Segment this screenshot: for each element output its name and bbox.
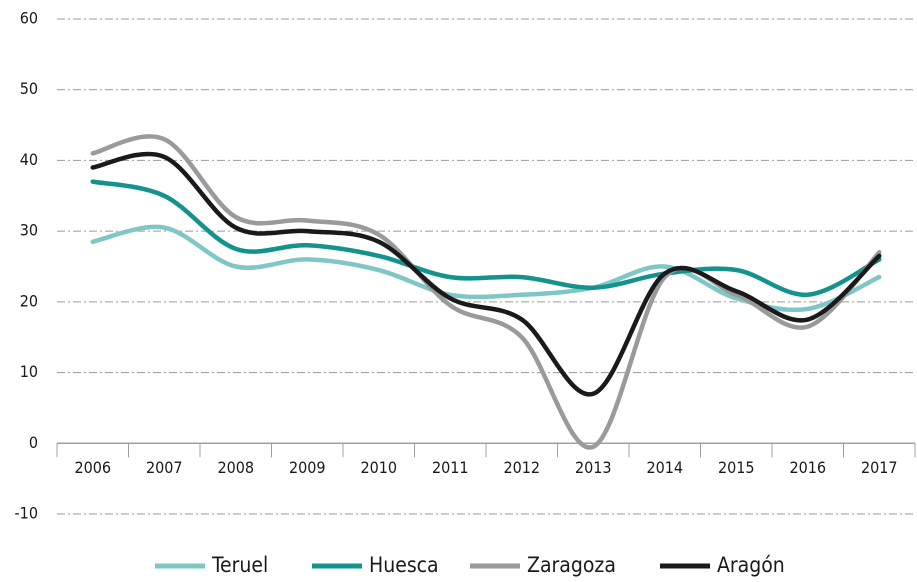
- y-tick-label: -10: [14, 504, 38, 523]
- x-tick-label: 2007: [146, 458, 183, 477]
- x-tick-label: 2015: [718, 458, 755, 477]
- series-line: [90, 151, 882, 397]
- x-tick-label: 2008: [217, 458, 254, 477]
- x-tick-label: 2010: [360, 458, 397, 477]
- legend-label: Huesca: [369, 553, 439, 577]
- y-tick-label: 30: [20, 221, 38, 240]
- y-tick-label: 60: [20, 9, 38, 28]
- x-tick-label: 2006: [74, 458, 111, 477]
- series-line: [90, 179, 882, 298]
- y-tick-label: 10: [20, 362, 38, 381]
- x-tick-label: 2011: [432, 458, 469, 477]
- y-tick-label: 0: [29, 433, 38, 452]
- x-tick-label: 2016: [789, 458, 826, 477]
- y-tick-label: 20: [20, 291, 38, 310]
- x-tick-label: 2009: [289, 458, 326, 477]
- x-tick-label: 2014: [646, 458, 683, 477]
- series-line: [90, 134, 882, 450]
- y-tick-label: 40: [20, 150, 38, 169]
- y-tick-label: 50: [20, 79, 38, 98]
- x-tick-label: 2013: [575, 458, 612, 477]
- legend-label: Teruel: [211, 553, 268, 577]
- legend-label: Aragón: [717, 553, 785, 577]
- legend-label: Zaragoza: [527, 553, 616, 577]
- x-tick-label: 2017: [861, 458, 898, 477]
- series-line: [90, 224, 882, 313]
- x-tick-label: 2012: [503, 458, 540, 477]
